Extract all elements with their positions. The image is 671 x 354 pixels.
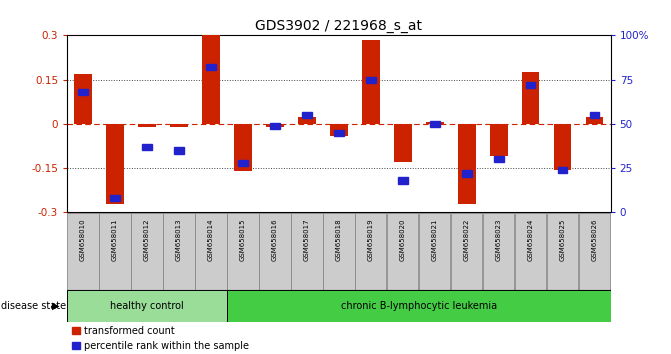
Bar bbox=[362, 40, 380, 124]
Bar bbox=[163, 213, 195, 290]
Bar bbox=[142, 144, 152, 150]
Text: GSM658024: GSM658024 bbox=[527, 219, 533, 261]
Bar bbox=[238, 160, 248, 166]
Text: healthy control: healthy control bbox=[110, 301, 184, 311]
Text: GSM658022: GSM658022 bbox=[464, 219, 470, 261]
Text: GSM658025: GSM658025 bbox=[560, 219, 566, 261]
Bar bbox=[554, 124, 572, 170]
Bar bbox=[291, 213, 323, 290]
Bar bbox=[298, 118, 315, 124]
Bar bbox=[227, 290, 611, 322]
Bar bbox=[387, 213, 419, 290]
Bar bbox=[67, 290, 227, 322]
Bar bbox=[227, 213, 258, 290]
Text: GSM658014: GSM658014 bbox=[208, 219, 214, 261]
Bar bbox=[270, 122, 280, 129]
Text: GSM658016: GSM658016 bbox=[272, 219, 278, 261]
Bar bbox=[394, 124, 411, 162]
Bar bbox=[206, 64, 216, 70]
Bar bbox=[558, 167, 568, 173]
Bar bbox=[355, 213, 386, 290]
Bar bbox=[174, 147, 184, 154]
Text: ▶: ▶ bbox=[52, 301, 59, 311]
Bar bbox=[323, 213, 354, 290]
Text: GSM658013: GSM658013 bbox=[176, 219, 182, 261]
Bar bbox=[110, 195, 120, 201]
Text: GSM658019: GSM658019 bbox=[368, 219, 374, 261]
Text: GSM658018: GSM658018 bbox=[336, 219, 342, 261]
Bar bbox=[138, 124, 156, 127]
Bar bbox=[451, 213, 482, 290]
Bar bbox=[202, 35, 220, 124]
Legend: transformed count, percentile rank within the sample: transformed count, percentile rank withi… bbox=[72, 326, 249, 351]
Bar bbox=[430, 121, 440, 127]
Bar bbox=[74, 74, 92, 124]
Text: GSM658021: GSM658021 bbox=[431, 219, 437, 261]
Bar bbox=[494, 156, 503, 162]
Title: GDS3902 / 221968_s_at: GDS3902 / 221968_s_at bbox=[256, 19, 422, 33]
Text: GSM658010: GSM658010 bbox=[80, 219, 86, 261]
Text: GSM658020: GSM658020 bbox=[400, 219, 406, 261]
Bar bbox=[462, 170, 472, 177]
Bar bbox=[579, 213, 611, 290]
Bar bbox=[483, 213, 515, 290]
Bar bbox=[170, 124, 188, 127]
Bar bbox=[79, 89, 88, 95]
Bar bbox=[490, 124, 507, 156]
Bar bbox=[522, 72, 539, 124]
Text: GSM658015: GSM658015 bbox=[240, 219, 246, 261]
Text: disease state: disease state bbox=[1, 301, 66, 311]
Bar bbox=[195, 213, 227, 290]
Bar bbox=[99, 213, 131, 290]
Bar bbox=[302, 112, 311, 118]
Bar bbox=[106, 124, 124, 204]
Bar bbox=[398, 177, 407, 184]
Bar bbox=[259, 213, 291, 290]
Text: GSM658012: GSM658012 bbox=[144, 219, 150, 261]
Text: GSM658017: GSM658017 bbox=[304, 219, 310, 261]
Text: GSM658023: GSM658023 bbox=[496, 219, 502, 261]
Bar bbox=[334, 130, 344, 136]
Bar bbox=[234, 124, 252, 171]
Text: GSM658011: GSM658011 bbox=[112, 219, 118, 261]
Bar bbox=[590, 112, 599, 118]
Text: chronic B-lymphocytic leukemia: chronic B-lymphocytic leukemia bbox=[341, 301, 497, 311]
Bar bbox=[586, 118, 603, 124]
Bar bbox=[419, 213, 450, 290]
Bar bbox=[515, 213, 546, 290]
Text: GSM658026: GSM658026 bbox=[592, 219, 598, 261]
Bar bbox=[526, 82, 535, 88]
Bar bbox=[426, 121, 444, 124]
Bar bbox=[132, 213, 162, 290]
Bar bbox=[266, 124, 284, 127]
Bar bbox=[458, 124, 476, 204]
Bar bbox=[547, 213, 578, 290]
Bar bbox=[67, 213, 99, 290]
Bar bbox=[366, 76, 376, 83]
Bar bbox=[330, 124, 348, 136]
